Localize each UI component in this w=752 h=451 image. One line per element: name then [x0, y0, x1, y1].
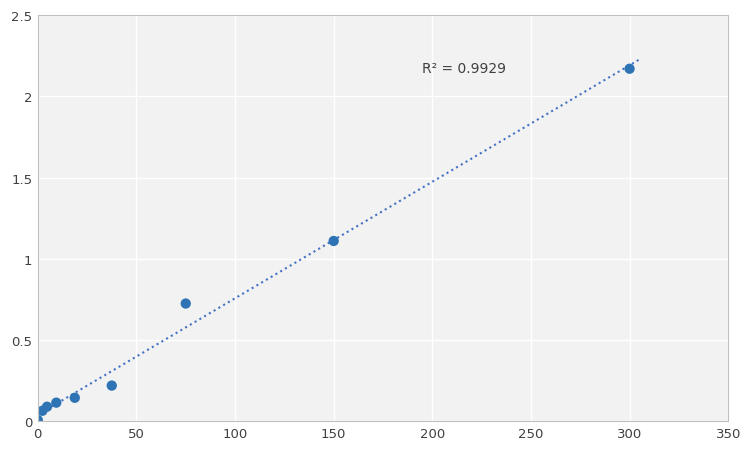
- Point: [50, 399, 62, 406]
- Point: [68, 394, 80, 401]
- Point: [32, 416, 44, 423]
- Point: [328, 238, 340, 245]
- Text: R² = 0.9929: R² = 0.9929: [423, 62, 506, 76]
- Point: [36, 407, 48, 414]
- Point: [180, 300, 192, 308]
- Point: [106, 382, 118, 389]
- Point: [623, 66, 635, 73]
- Point: [41, 403, 53, 410]
